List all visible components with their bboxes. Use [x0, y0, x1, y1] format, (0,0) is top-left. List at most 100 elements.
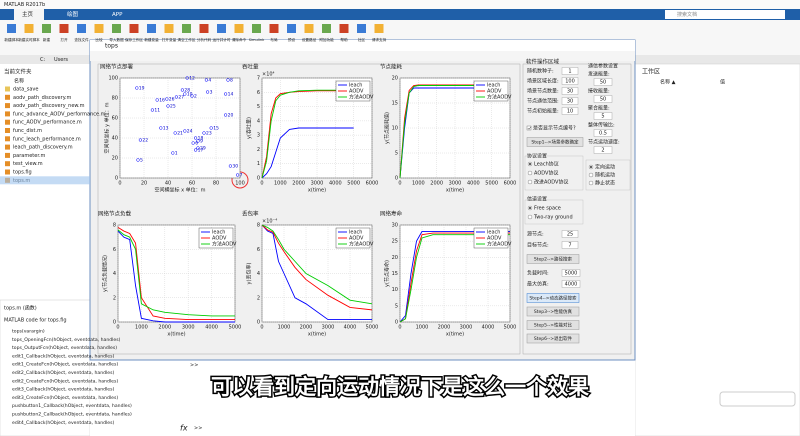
ribbon-icon[interactable] — [374, 24, 384, 33]
button[interactable] — [526, 320, 580, 330]
button[interactable] — [526, 254, 580, 264]
legend-label: leach — [349, 230, 362, 236]
function-item[interactable]: edit3_Callback(hObject, eventdata, handl… — [12, 387, 115, 393]
file-name[interactable]: test_view.m — [13, 161, 43, 167]
ribbon-icon[interactable] — [59, 24, 69, 33]
file-name[interactable]: func_advance_AODV_performance.m — [13, 111, 106, 117]
x-tick-label: 0 — [260, 181, 263, 187]
edit-box[interactable] — [561, 241, 579, 249]
function-item[interactable]: edit1_CreateFcn(hObject, eventdata, hand… — [12, 362, 118, 368]
function-item[interactable]: edit2_Callback(hObject, eventdata, handl… — [12, 370, 115, 376]
radio[interactable] — [527, 214, 533, 220]
x-tick-label: 20 — [141, 181, 147, 187]
radio[interactable] — [588, 172, 594, 178]
ribbon-icon[interactable] — [339, 24, 349, 33]
file-name[interactable]: aodv_path_discovery.m — [13, 95, 72, 101]
ribbon-icon[interactable] — [112, 24, 121, 33]
file-name[interactable]: func_leach_performance.m — [13, 136, 81, 142]
ribbon-icon[interactable] — [164, 24, 174, 33]
ribbon-icon[interactable] — [94, 24, 104, 33]
ribbon-icon[interactable] — [24, 24, 34, 33]
ribbon-icon[interactable] — [322, 24, 331, 33]
figure-title-bar — [90, 40, 635, 51]
ribbon-icon[interactable] — [7, 24, 16, 33]
command-prompt: >> — [190, 363, 198, 369]
node — [190, 94, 194, 98]
ribbon-icon[interactable] — [269, 24, 279, 33]
file-name[interactable]: tops.fig — [13, 170, 32, 176]
edit-box[interactable] — [561, 67, 579, 75]
ribbon-icon[interactable] — [199, 24, 209, 33]
file-name[interactable]: func_dist.m — [13, 128, 42, 134]
ribbon-label: 新建实时脚本 — [18, 37, 40, 42]
y-tick-label: 20 — [392, 76, 398, 82]
file-icon — [5, 119, 10, 125]
button[interactable] — [526, 306, 580, 317]
edit-box[interactable] — [561, 230, 579, 238]
function-item[interactable]: tops_OpeningFcn(hObject, eventdata, hand… — [12, 337, 121, 343]
ribbon-icon[interactable] — [304, 24, 314, 33]
button[interactable] — [526, 293, 580, 303]
ribbon-icon[interactable] — [234, 24, 244, 33]
edit-box[interactable] — [561, 77, 579, 85]
ribbon-icon[interactable] — [287, 24, 296, 33]
edit-box[interactable] — [593, 146, 613, 154]
function-item[interactable]: edit4_Callback(hObject, eventdata, handl… — [12, 420, 115, 426]
ribbon-label: 清除命令 — [232, 37, 247, 42]
series-line — [261, 90, 354, 179]
file-name[interactable]: aodv_path_discovery_new.m — [13, 103, 85, 109]
edit-box[interactable] — [561, 107, 579, 115]
file-name[interactable]: data_save — [13, 87, 38, 93]
x-tick-label: 80 — [213, 181, 219, 187]
series-line — [117, 229, 235, 317]
edit-box[interactable] — [593, 129, 613, 137]
node-label: 25 — [170, 104, 176, 110]
ribbon-icon[interactable] — [129, 24, 139, 33]
function-item[interactable]: edit2_CreateFcn(hObject, eventdata, hand… — [12, 378, 118, 384]
radio[interactable] — [527, 179, 533, 185]
function-item[interactable]: tops_OutputFcn(hObject, eventdata, handl… — [12, 345, 117, 351]
ribbon-icon[interactable] — [357, 24, 366, 33]
file-icon — [5, 161, 10, 167]
edit-box[interactable] — [593, 78, 613, 86]
radio[interactable] — [527, 170, 533, 176]
ribbon-icon[interactable] — [147, 24, 156, 33]
ribbon-icon[interactable] — [182, 24, 191, 33]
function-item[interactable]: pushbutton1_Callback(hObject, eventdata,… — [12, 403, 132, 409]
active-tab[interactable] — [14, 9, 44, 20]
ribbon-icon[interactable] — [77, 24, 86, 33]
button[interactable] — [526, 137, 584, 147]
node — [183, 92, 187, 96]
file-name[interactable]: parameter.m — [13, 153, 46, 159]
function-item[interactable]: edit1_Callback(hObject, eventdata, handl… — [12, 353, 115, 359]
file-name[interactable]: leach_path_discovery.m — [13, 145, 73, 151]
function-item[interactable]: tops(varargin) — [12, 329, 45, 335]
file-name[interactable]: func_AODV_performance.m — [13, 120, 82, 126]
edit-box[interactable] — [561, 269, 581, 277]
function-item[interactable]: edit3_CreateFcn(hObject, eventdata, hand… — [12, 395, 118, 401]
function-item[interactable]: pushbutton2_Callback(hObject, eventdata,… — [12, 412, 132, 418]
edit-box[interactable] — [561, 97, 579, 105]
edit-box[interactable] — [561, 280, 581, 288]
edit-box[interactable] — [593, 112, 613, 120]
search-box[interactable] — [665, 10, 785, 19]
node-label: 26 — [169, 97, 175, 103]
edit-box[interactable] — [561, 87, 579, 95]
ribbon-icon[interactable] — [217, 24, 226, 33]
radio[interactable] — [588, 180, 594, 186]
edit-box[interactable] — [593, 95, 613, 103]
y-tick-label: 0 — [113, 320, 116, 326]
ribbon-icon[interactable] — [252, 24, 261, 33]
ribbon-icon[interactable] — [42, 24, 51, 33]
legend-label: AODV — [349, 89, 364, 95]
y-tick-label: 15 — [392, 271, 398, 277]
param-label: 节点通信范围: — [527, 98, 559, 105]
checkbox[interactable] — [526, 125, 532, 131]
detail-panel — [0, 299, 91, 436]
app-title: MATLAB R2017b — [4, 2, 45, 8]
ribbon-label: 新建脚本 — [4, 37, 19, 42]
x-tick-label: 6000 — [504, 181, 517, 187]
x-tick-label: 5000 — [504, 325, 517, 331]
node-label: 28 — [184, 88, 190, 94]
button[interactable] — [526, 333, 580, 344]
